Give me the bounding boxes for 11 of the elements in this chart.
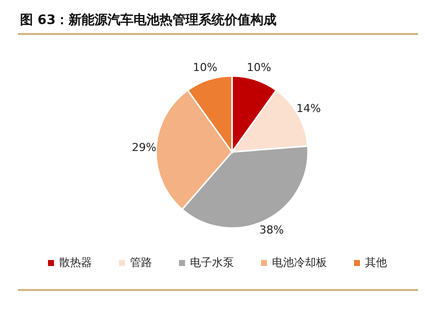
data-label: 10% (246, 61, 272, 74)
legend-label: 管路 (130, 256, 152, 269)
chart-title: 图 63：新能源汽车电池热管理系统价值构成 (20, 12, 277, 28)
legend-label: 其他 (365, 256, 387, 269)
legend-label: 散热器 (59, 256, 92, 269)
data-label: 38% (259, 224, 284, 237)
legend-label: 电子水泵 (190, 256, 234, 269)
legend-label: 电池冷却板 (272, 256, 327, 269)
data-label: 14% (296, 102, 321, 115)
data-label: 29% (132, 140, 156, 154)
data-label: 10% (192, 61, 218, 74)
